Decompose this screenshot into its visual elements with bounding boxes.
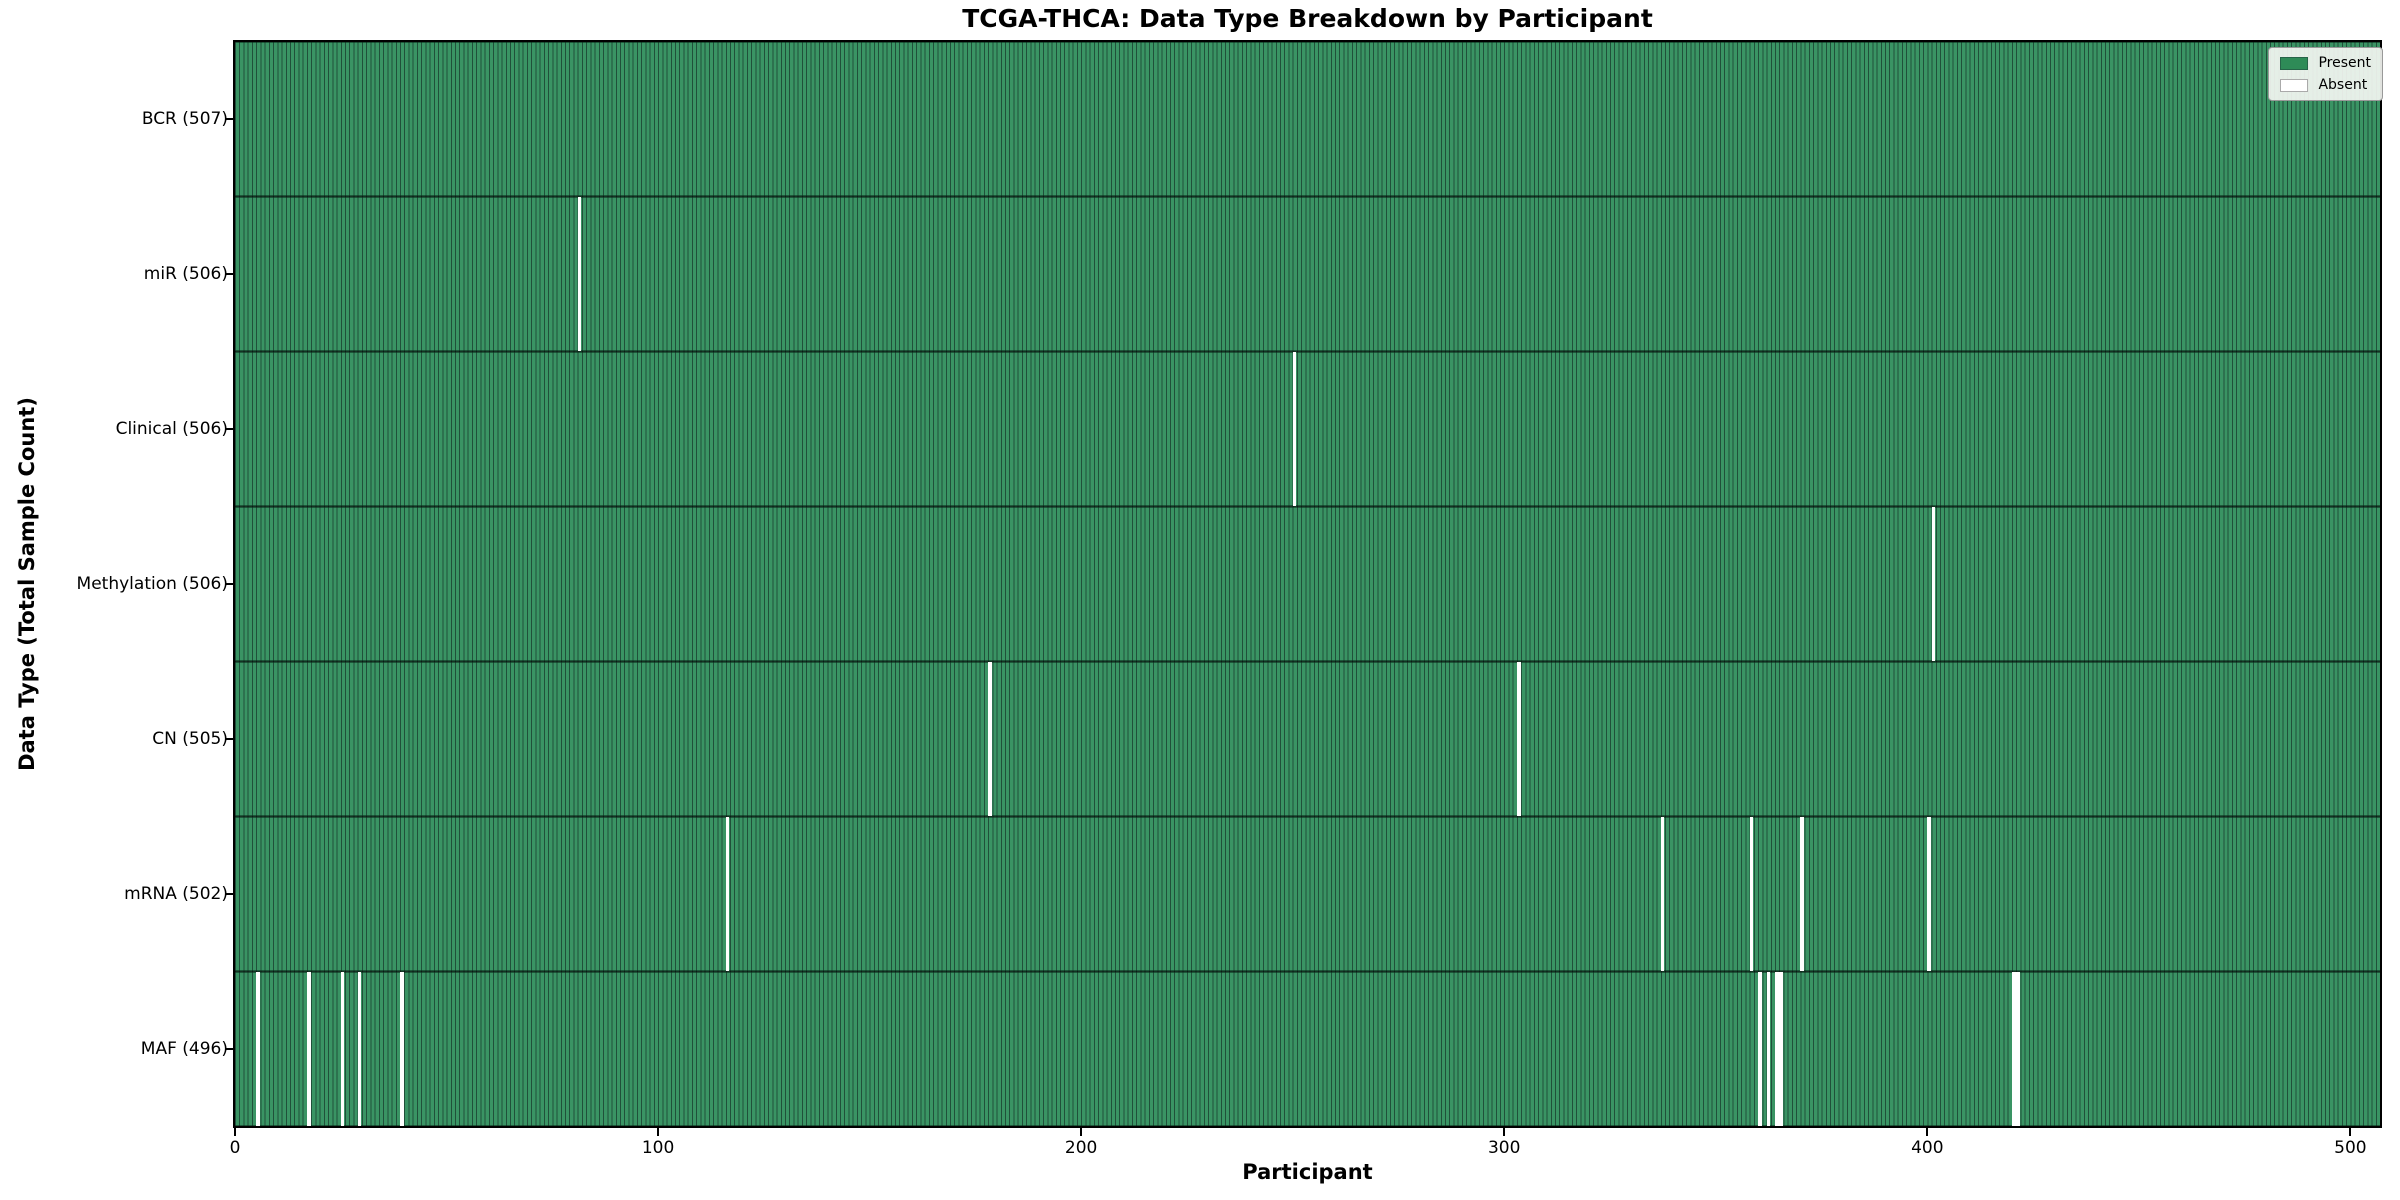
x-tick-label: 400 bbox=[1911, 1138, 1944, 1158]
x-tick-mark bbox=[1080, 1128, 1083, 1136]
x-tick-mark bbox=[1503, 1128, 1506, 1136]
chart-row bbox=[235, 971, 2380, 1126]
chart-row bbox=[235, 661, 2380, 816]
absent-gap bbox=[1292, 352, 1297, 506]
legend-present-label: Present bbox=[2318, 55, 2371, 71]
chart-row bbox=[235, 506, 2380, 661]
absent-gap bbox=[1766, 972, 1771, 1126]
absent-gap bbox=[1758, 972, 1762, 1126]
x-tick-label: 0 bbox=[229, 1138, 241, 1158]
absent-gap bbox=[1749, 817, 1754, 971]
absent-gap bbox=[1775, 972, 1783, 1126]
y-axis-label: Data Type (Total Sample Count) bbox=[15, 397, 39, 771]
y-tick-mark bbox=[225, 273, 233, 276]
legend-absent-label: Absent bbox=[2318, 77, 2368, 93]
absent-gap bbox=[1660, 817, 1665, 971]
x-tick-label: 500 bbox=[2334, 1138, 2367, 1158]
y-tick-mark bbox=[225, 1047, 233, 1050]
absent-gap bbox=[1516, 662, 1521, 816]
absent-gap bbox=[357, 972, 362, 1126]
x-tick-mark bbox=[1926, 1128, 1929, 1136]
absent-gap bbox=[1800, 817, 1805, 971]
x-tick-mark bbox=[657, 1128, 660, 1136]
y-tick-label: CN (505) bbox=[152, 728, 228, 749]
y-tick-mark bbox=[225, 583, 233, 585]
absent-swatch-icon bbox=[2280, 78, 2309, 92]
x-tick-label: 300 bbox=[1487, 1138, 1521, 1158]
absent-gap bbox=[1931, 507, 1936, 661]
y-tick-label: Clinical (506) bbox=[115, 419, 228, 440]
plot-area bbox=[233, 40, 2382, 1128]
y-tick-mark bbox=[225, 737, 233, 740]
y-tick-label: Methylation (506) bbox=[76, 574, 228, 594]
x-axis-label: Participant bbox=[1242, 1160, 1373, 1184]
y-tick-label: MAF (496) bbox=[140, 1038, 228, 1059]
absent-gap bbox=[400, 972, 404, 1126]
y-tick-mark bbox=[225, 892, 233, 895]
absent-gap bbox=[988, 662, 992, 816]
chart-row bbox=[235, 351, 2380, 506]
x-tick-mark bbox=[234, 1128, 236, 1136]
legend: Present Absent bbox=[2268, 47, 2383, 101]
absent-gap bbox=[306, 972, 311, 1126]
legend-entry-present: Present bbox=[2280, 55, 2371, 71]
chart-row bbox=[235, 42, 2380, 196]
x-tick-label: 100 bbox=[641, 1138, 675, 1158]
x-tick-mark bbox=[2349, 1128, 2352, 1136]
absent-gap bbox=[340, 972, 345, 1126]
y-tick-mark bbox=[225, 428, 233, 431]
absent-gap bbox=[577, 197, 582, 351]
absent-gap bbox=[725, 817, 730, 971]
y-tick-label: mRNA (502) bbox=[124, 883, 228, 904]
y-tick-mark bbox=[225, 118, 233, 121]
absent-gap bbox=[2011, 972, 2020, 1126]
y-tick-label: BCR (507) bbox=[141, 109, 228, 130]
chart-title: TCGA-THCA: Data Type Breakdown by Partic… bbox=[962, 4, 1653, 33]
legend-entry-absent: Absent bbox=[2280, 77, 2371, 93]
chart-row bbox=[235, 816, 2380, 971]
absent-gap bbox=[256, 972, 260, 1126]
y-tick-label: miR (506) bbox=[143, 264, 228, 285]
x-tick-label: 200 bbox=[1064, 1138, 1098, 1158]
chart-row bbox=[235, 196, 2380, 351]
absent-gap bbox=[1927, 817, 1932, 971]
present-swatch-icon bbox=[2280, 56, 2309, 70]
